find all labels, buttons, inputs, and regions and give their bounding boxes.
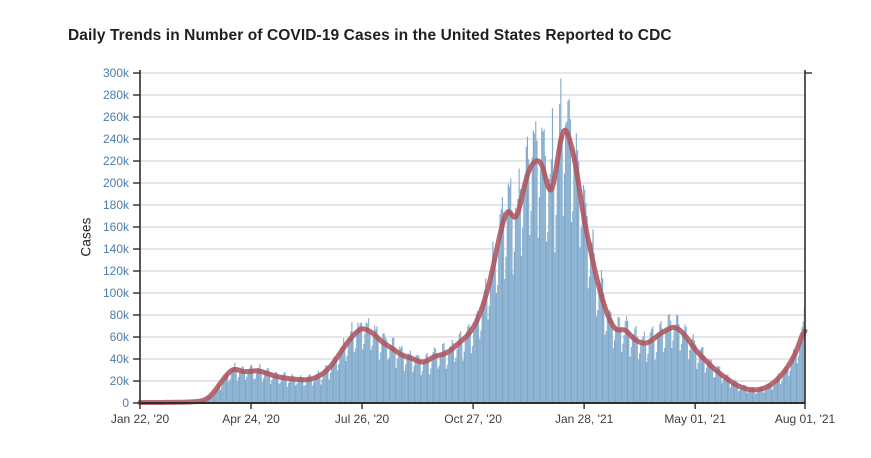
- x-tick-label: Apr 24, '20: [222, 412, 280, 426]
- x-tick-label: May 01, '21: [664, 412, 726, 426]
- y-tick-label: 100k: [103, 286, 130, 300]
- x-tick-label: Jan 22, '20: [111, 412, 170, 426]
- y-tick-label: 280k: [103, 88, 130, 102]
- x-tick-label: Jan 28, '21: [555, 412, 614, 426]
- x-tick-label: Oct 27, '20: [444, 412, 502, 426]
- y-tick-label: 80k: [110, 308, 130, 322]
- chart-title: Daily Trends in Number of COVID-19 Cases…: [68, 27, 672, 44]
- gridlines: [140, 72, 805, 382]
- y-axis-labels: 0 20k 40k 60k 80k 100k 120k 140k 160k 180k 200k 220…: [103, 66, 130, 410]
- y-tick-label: 240k: [103, 132, 130, 146]
- y-tick-label: 40k: [110, 352, 130, 366]
- x-axis-ticks: [139, 403, 806, 409]
- y-tick-label: 160k: [103, 220, 130, 234]
- x-tick-label: Aug 01, '21: [775, 412, 836, 426]
- bar-gap-texture: [140, 78, 805, 403]
- y-tick-label: 140k: [103, 242, 130, 256]
- y-tick-label: 180k: [103, 198, 130, 212]
- y-tick-label: 20k: [110, 374, 130, 388]
- y-tick-label: 220k: [103, 154, 130, 168]
- x-tick-label: Jul 26, '20: [335, 412, 390, 426]
- y-tick-label: 120k: [103, 264, 130, 278]
- y-tick-label: 200k: [103, 176, 130, 190]
- y-tick-label: 260k: [103, 110, 130, 124]
- x-axis-labels: Jan 22, '20 Apr 24, '20 Jul 26, '20 Oct 27,…: [111, 412, 836, 426]
- seven-day-average-line[interactable]: [137, 127, 808, 406]
- y-tick-label: 60k: [110, 330, 130, 344]
- y-tick-label: 300k: [103, 66, 130, 80]
- y-axis-ticks: [133, 72, 812, 404]
- y-tick-label: 0: [122, 396, 129, 410]
